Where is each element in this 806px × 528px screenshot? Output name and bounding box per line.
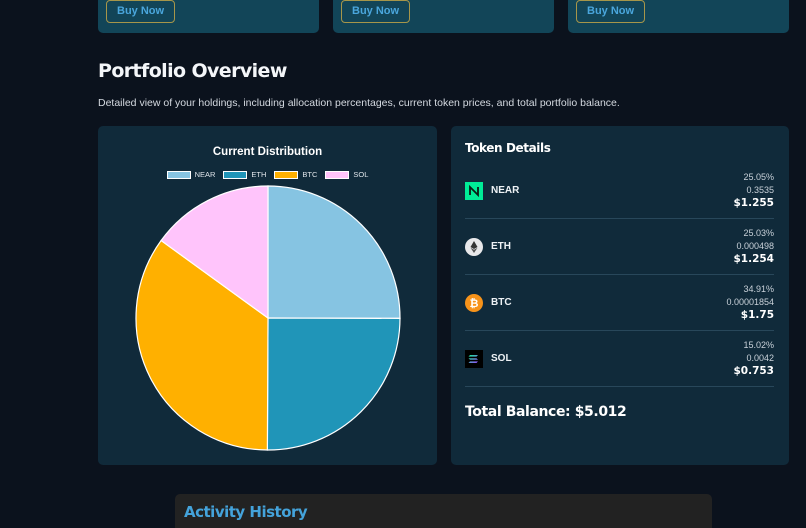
token-percentage: 25.05% [743,172,774,183]
token-symbol: ETH [491,241,511,252]
token-row-eth: ETH 25.03% 0.000498 $1.254 [465,219,774,275]
top-card-1: Buy Now [98,0,319,33]
buy-now-button[interactable]: Buy Now [576,0,646,23]
pie-chart[interactable] [134,184,402,452]
token-symbol: NEAR [491,185,520,196]
token-value: $1.75 [740,309,774,322]
legend-swatch [223,170,248,179]
legend-label: BTC [302,170,318,179]
pie-slice-near[interactable] [267,185,401,319]
bitcoin-logo-icon: ₿ [465,293,483,312]
chart-title: Current Distribution [212,146,323,158]
legend-label: NEAR [194,170,216,179]
top-cards-row: Buy Now Buy Now Buy Now [0,0,806,34]
legend-label: ETH [251,170,267,179]
token-value: $1.255 [733,197,774,210]
token-value: $1.254 [733,253,774,266]
legend-swatch [274,170,299,179]
token-symbol: SOL [491,353,512,364]
token-amount: 0.00001854 [726,296,774,307]
buy-now-button[interactable]: Buy Now [341,0,411,23]
token-percentage: 15.02% [743,340,774,351]
token-row-near: NEAR 25.05% 0.3535 $1.255 [465,163,774,219]
token-percentage: 34.91% [743,284,774,295]
distribution-chart-panel: Current Distribution NEAR ETH BTC SOL [98,126,437,465]
activity-history-panel: Activity History [175,494,712,528]
solana-logo-icon [465,349,483,368]
token-symbol: BTC [491,297,512,308]
top-card-2: Buy Now [333,0,554,33]
pie-slice-eth[interactable] [266,317,401,451]
token-row-sol: SOL 15.02% 0.0042 $0.753 [465,331,774,387]
token-amount: 0.3535 [746,184,774,195]
token-details-title: Token Details [465,141,551,155]
ethereum-logo-icon [465,237,483,256]
legend-item-sol[interactable]: SOL [325,170,368,179]
page-description: Detailed view of your holdings, includin… [98,97,620,109]
legend-item-btc[interactable]: BTC [274,170,317,179]
legend-item-eth[interactable]: ETH [223,170,266,179]
token-list: NEAR 25.05% 0.3535 $1.255 ETH 25.03% 0.0… [465,163,774,387]
token-amount: 0.0042 [746,352,774,363]
pie-slice-sol[interactable] [160,185,269,320]
pie-slice-btc[interactable] [135,239,269,451]
token-details-panel: Token Details NEAR 25.05% 0.3535 $1.255 … [451,126,789,465]
svg-text:₿: ₿ [470,296,479,309]
token-amount: 0.000498 [736,240,774,251]
legend-swatch [325,170,350,179]
token-percentage: 25.03% [743,228,774,239]
legend-label: SOL [353,170,369,179]
legend-swatch [166,170,191,179]
token-value: $0.753 [733,365,774,378]
top-card-3: Buy Now [568,0,789,33]
total-balance: Total Balance: $5.012 [465,404,627,420]
legend-item-near[interactable]: NEAR [166,170,216,179]
near-logo-icon [465,181,483,200]
page-title: Portfolio Overview [98,60,287,82]
chart-legend: NEAR ETH BTC SOL [98,170,437,179]
activity-history-title: Activity History [184,503,308,521]
token-row-btc: ₿ BTC 34.91% 0.00001854 $1.75 [465,275,774,331]
buy-now-button[interactable]: Buy Now [106,0,176,23]
